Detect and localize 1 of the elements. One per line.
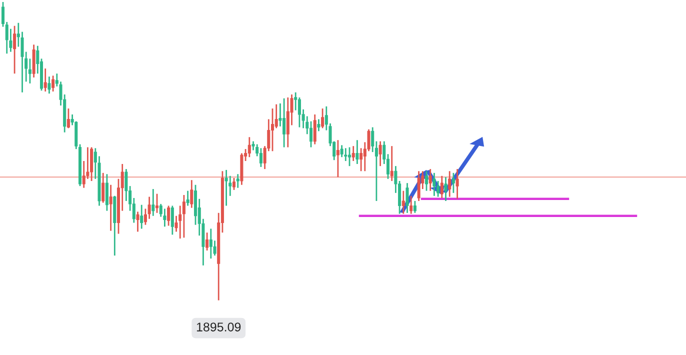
annotation: 1895.09 [196,322,241,332]
